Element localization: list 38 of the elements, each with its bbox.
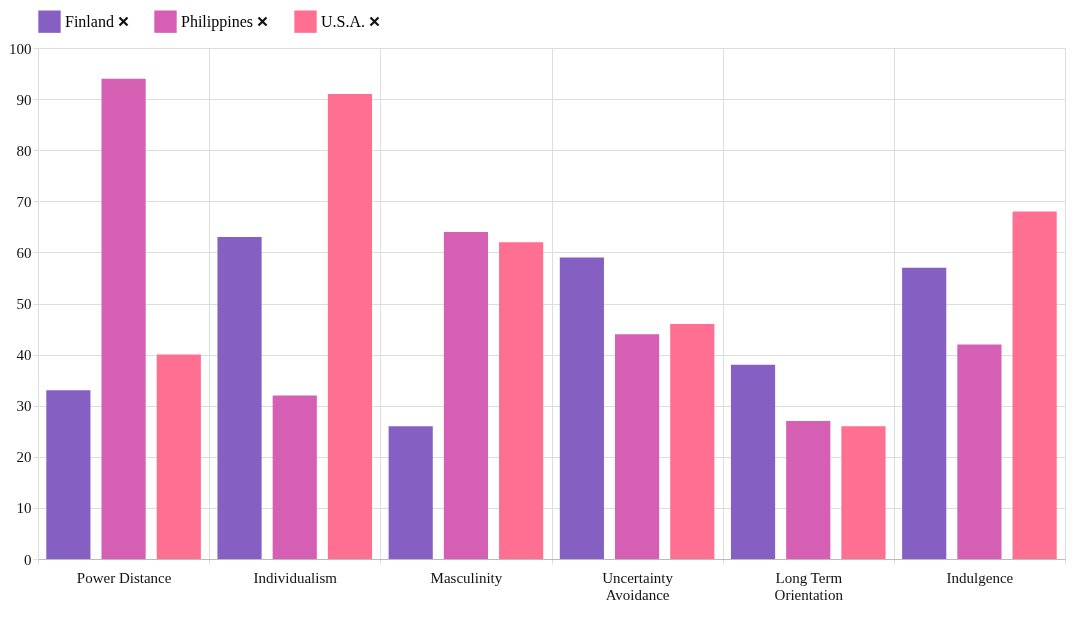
legend-label: Philippines bbox=[181, 12, 254, 31]
bar bbox=[46, 390, 91, 559]
bar bbox=[327, 93, 373, 559]
bar bbox=[670, 323, 715, 559]
bar bbox=[101, 78, 146, 559]
x-tick-label: Long Term Orientation bbox=[774, 569, 844, 603]
bar bbox=[1012, 211, 1057, 559]
bar bbox=[841, 426, 886, 559]
y-tick-label: 80 bbox=[16, 142, 32, 159]
bar bbox=[217, 237, 262, 559]
bar bbox=[615, 334, 660, 559]
bar bbox=[786, 421, 831, 559]
y-tick-label: 100 bbox=[9, 40, 32, 57]
legend-label: Finland bbox=[65, 12, 114, 30]
bar bbox=[443, 231, 488, 559]
y-tick-label: 50 bbox=[16, 296, 32, 312]
x-tick-label: Individualism bbox=[253, 569, 338, 586]
x-tick-label: Uncertainty Avoidance bbox=[602, 569, 674, 603]
y-tick-label: 60 bbox=[16, 244, 32, 261]
y-tick-label: 90 bbox=[16, 91, 32, 108]
bar bbox=[156, 354, 201, 559]
y-tick-label: 0 bbox=[24, 551, 32, 568]
bar bbox=[272, 395, 317, 559]
y-tick-label: 10 bbox=[16, 500, 32, 517]
bar bbox=[559, 257, 604, 559]
y-tick-label: 20 bbox=[16, 449, 32, 466]
legend-label: U.S.A. bbox=[321, 12, 366, 30]
y-tick-label: 70 bbox=[16, 193, 32, 210]
y-tick-label: 40 bbox=[16, 347, 32, 364]
x-tick-label: Power Distance bbox=[76, 569, 172, 586]
bar bbox=[957, 344, 1002, 559]
bar bbox=[388, 426, 433, 559]
x-tick-label: Indulgence bbox=[946, 569, 1014, 586]
bar bbox=[902, 267, 947, 559]
bar bbox=[730, 364, 776, 559]
bar bbox=[499, 242, 544, 559]
y-tick-label: 30 bbox=[16, 398, 32, 415]
x-tick-label: Masculinity bbox=[430, 569, 503, 586]
